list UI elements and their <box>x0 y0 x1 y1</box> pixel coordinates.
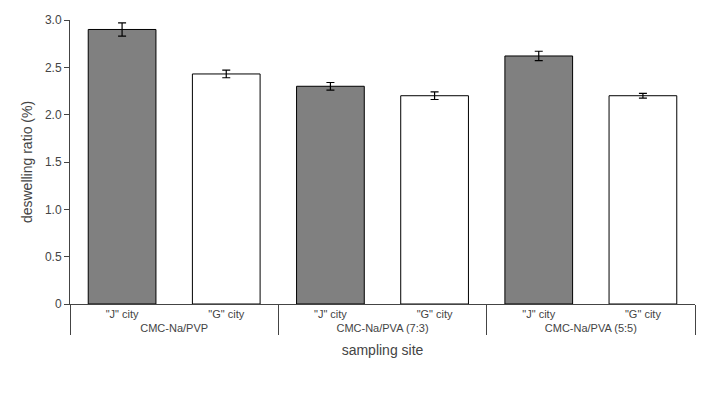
svg-text:0: 0 <box>55 297 62 311</box>
svg-text:sampling site: sampling site <box>342 342 424 358</box>
svg-text:1.0: 1.0 <box>45 203 62 217</box>
svg-text:"G" city: "G" city <box>208 308 244 320</box>
svg-text:"G" city: "G" city <box>625 308 661 320</box>
svg-text:CMC-Na/PVP: CMC-Na/PVP <box>140 322 208 334</box>
svg-text:2.0: 2.0 <box>45 108 62 122</box>
svg-text:3.0: 3.0 <box>45 13 62 27</box>
svg-text:CMC-Na/PVA (5:5): CMC-Na/PVA (5:5) <box>545 322 637 334</box>
svg-text:1.5: 1.5 <box>45 155 62 169</box>
svg-text:2.5: 2.5 <box>45 61 62 75</box>
svg-text:deswelling ratio (%): deswelling ratio (%) <box>19 101 35 223</box>
svg-text:CMC-Na/PVA (7:3): CMC-Na/PVA (7:3) <box>336 322 428 334</box>
svg-text:0.5: 0.5 <box>45 250 62 264</box>
svg-text:"J" city: "J" city <box>106 308 139 320</box>
svg-text:"J" city: "J" city <box>314 308 347 320</box>
svg-text:"G" city: "G" city <box>417 308 453 320</box>
svg-text:"J" city: "J" city <box>522 308 555 320</box>
